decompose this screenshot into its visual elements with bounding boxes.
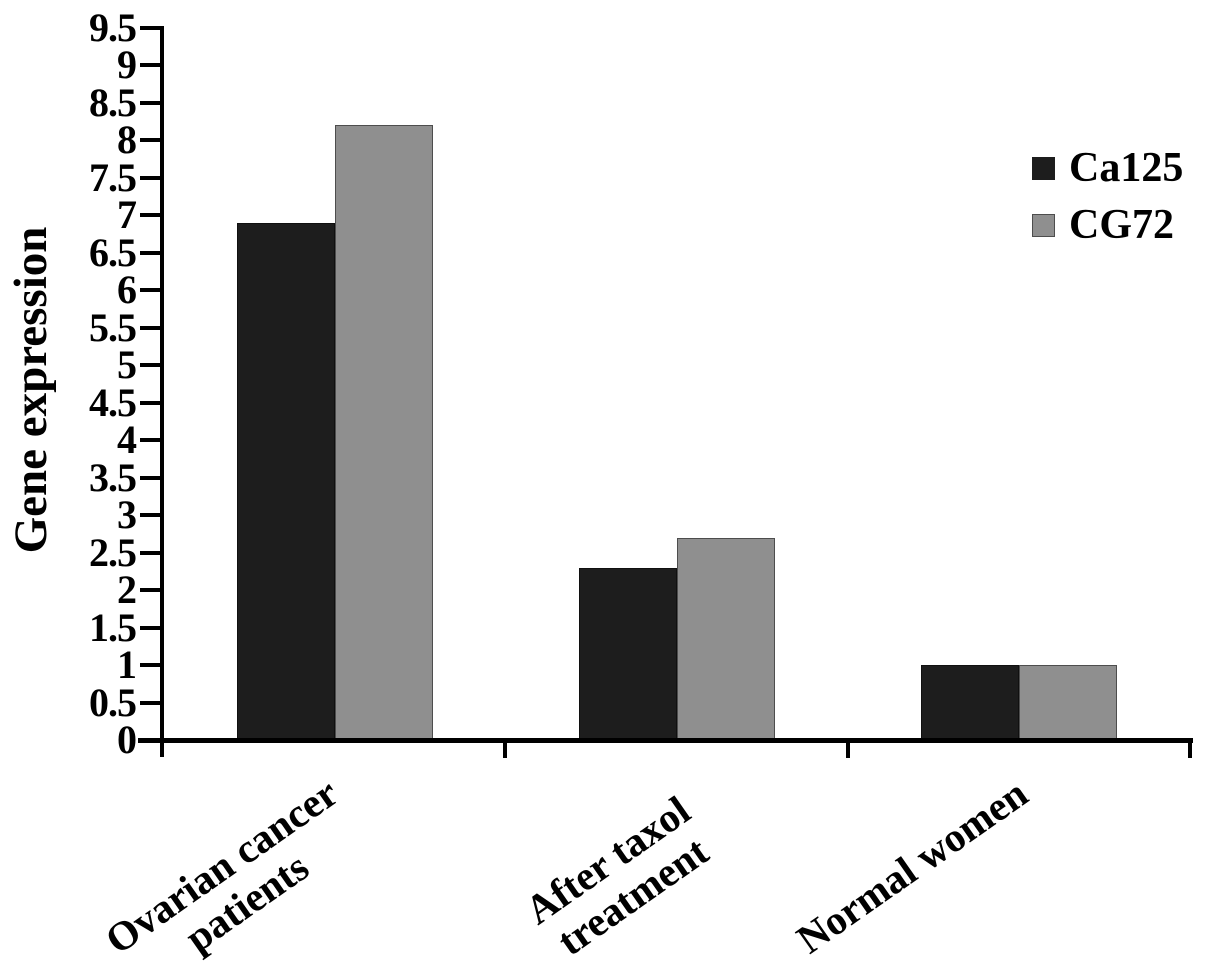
x-axis-tick	[846, 738, 850, 758]
y-axis-tick	[140, 588, 164, 593]
legend-item-cg72: CG72	[1032, 203, 1183, 247]
y-tick-label: 7	[117, 192, 137, 238]
x-axis-line	[138, 738, 1193, 743]
bar-cg72-3	[1019, 665, 1117, 740]
y-tick-label: 1	[117, 642, 137, 688]
y-tick-label: 6	[117, 267, 137, 313]
y-axis-tick	[140, 400, 164, 405]
y-tick-label: 6.5	[89, 229, 137, 275]
y-axis-tick	[140, 663, 164, 668]
legend-swatch-cg72	[1032, 213, 1055, 237]
legend-label: CG72	[1069, 202, 1174, 248]
y-tick-label: 7.5	[89, 154, 137, 200]
y-tick-label: 8	[117, 117, 137, 163]
y-axis-tick	[140, 475, 164, 480]
y-axis-tick	[140, 138, 164, 143]
y-tick-label: 2.5	[89, 529, 137, 575]
y-axis-tick	[140, 63, 164, 68]
y-tick-label: 8.5	[89, 79, 137, 125]
y-tick-label: 4.5	[89, 379, 137, 425]
y-tick-label: 0	[117, 717, 137, 762]
legend-swatch-ca125	[1032, 156, 1055, 180]
y-axis-tick	[140, 26, 164, 30]
y-tick-label: 0.5	[89, 679, 137, 725]
y-tick-label: 5	[117, 342, 137, 388]
y-tick-label: 1.5	[89, 604, 137, 650]
y-tick-label: 9.5	[89, 5, 137, 50]
y-axis-tick	[140, 175, 164, 180]
bar-ca125-1	[237, 222, 335, 740]
legend-item-ca125: Ca125	[1032, 146, 1183, 190]
y-axis-tick	[140, 100, 164, 105]
x-axis-tick	[503, 738, 507, 758]
legend-label: Ca125	[1069, 145, 1184, 191]
y-axis-line	[160, 26, 164, 757]
y-tick-label: 2	[117, 567, 137, 613]
legend: Ca125 CG72	[1032, 146, 1183, 260]
y-tick-label: 4	[117, 417, 137, 463]
y-axis-tick	[140, 288, 164, 293]
y-axis-tick	[140, 213, 164, 218]
y-axis-tick	[140, 363, 164, 368]
bar-ca125-3	[921, 665, 1019, 740]
y-axis-tick	[140, 325, 164, 330]
y-axis-tick	[140, 513, 164, 518]
y-tick-label: 9	[117, 42, 137, 88]
bar-ca125-2	[579, 567, 677, 740]
y-axis-tick	[140, 550, 164, 555]
y-axis-tick	[140, 438, 164, 443]
y-axis-tick	[140, 738, 164, 742]
y-tick-label: 5.5	[89, 304, 137, 350]
bar-cg72-1	[335, 125, 433, 740]
y-axis-tick	[140, 250, 164, 255]
y-axis-tick	[140, 625, 164, 630]
y-axis-tick	[140, 700, 164, 705]
y-tick-label: 3.5	[89, 454, 137, 500]
x-axis-tick	[1188, 738, 1192, 758]
bar-cg72-2	[677, 537, 775, 740]
y-tick-label: 3	[117, 492, 137, 538]
